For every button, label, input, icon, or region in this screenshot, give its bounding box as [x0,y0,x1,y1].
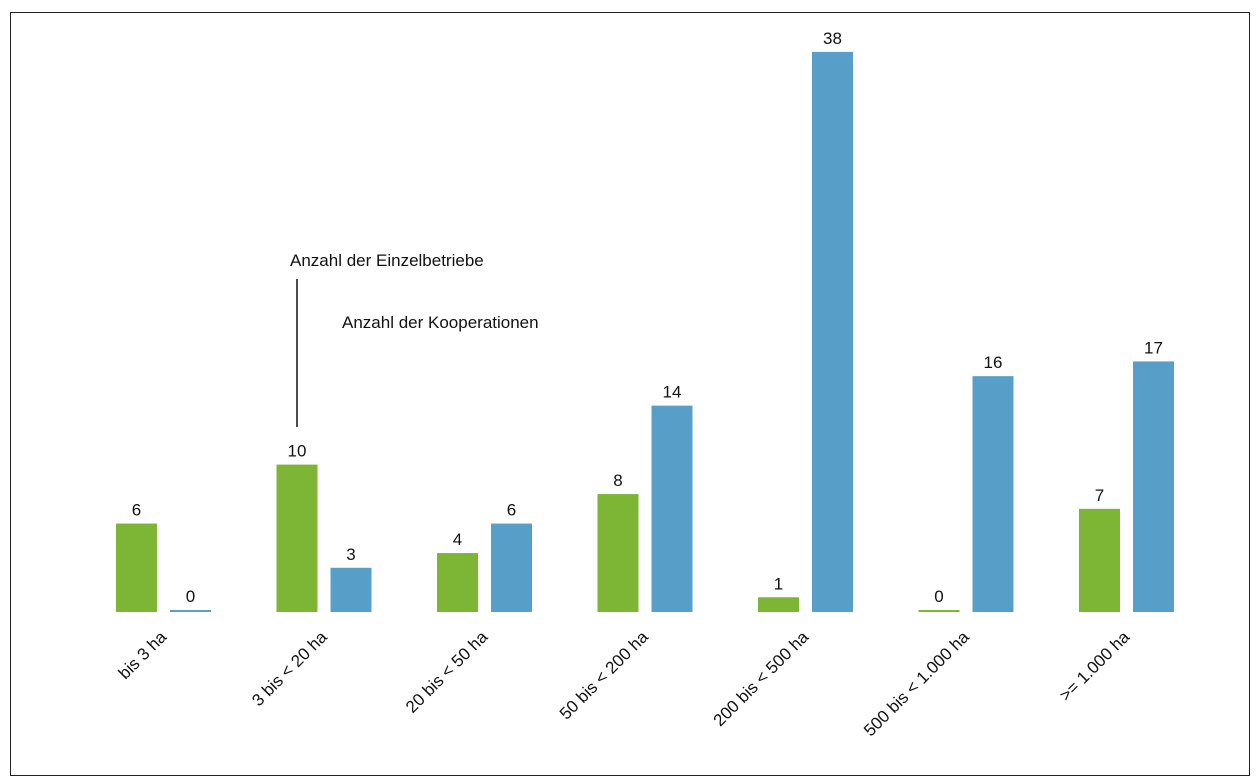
value-label-series2-cat1: 0 [186,587,195,606]
value-label-series2-cat2: 3 [346,545,355,564]
annotation-kooperationen: Anzahl der Kooperationen [342,313,539,332]
bar-series2-cat3 [491,523,532,612]
value-label-series2-cat4: 14 [663,383,682,402]
value-label-series2-cat7: 17 [1144,338,1163,357]
bar-series1-cat7 [1079,508,1120,612]
bar-series2-cat1 [170,610,211,612]
bar-series2-cat4 [651,405,693,612]
bars-group [116,51,1174,612]
value-label-series1-cat2: 10 [288,442,307,461]
value-label-series1-cat5: 1 [774,574,783,593]
category-label-6: 500 bis < 1.000 ha [860,627,973,740]
bar-series1-cat6 [918,610,960,612]
value-label-series1-cat3: 4 [453,530,462,549]
value-label-series1-cat4: 8 [613,471,622,490]
bar-series1-cat2 [276,464,318,612]
value-label-series2-cat3: 6 [507,501,516,520]
bar-series2-cat5 [812,51,853,612]
value-label-series1-cat7: 7 [1095,486,1104,505]
category-label-3: 20 bis < 50 ha [402,627,492,717]
category-labels-group: bis 3 ha 3 bis < 20 ha 20 bis < 50 ha 50 bi… [115,627,1134,740]
value-label-series1-cat6: 0 [934,587,943,606]
bar-series2-cat6 [972,376,1014,612]
value-label-series2-cat5: 38 [823,29,842,48]
bar-series1-cat3 [437,553,478,612]
category-label-7: >= 1.000 ha [1056,627,1134,705]
category-label-2: 3 bis < 20 ha [248,627,331,710]
bar-series2-cat7 [1133,361,1174,612]
category-label-4: 50 bis < 200 ha [556,627,652,723]
bar-series2-cat2 [330,567,372,612]
bar-series1-cat5 [758,597,799,612]
value-labels-group: 6 0 10 3 4 6 8 14 1 38 0 16 7 17 [132,29,1163,606]
category-label-5: 200 bis < 500 ha [710,627,813,730]
annotation-einzelbetriebe: Anzahl der Einzelbetriebe [290,251,484,270]
value-label-series2-cat6: 16 [984,353,1003,372]
bar-series1-cat1 [116,523,157,612]
bar-series1-cat4 [597,494,639,612]
chart-frame [10,12,1250,776]
category-label-1: bis 3 ha [115,627,171,683]
value-label-series1-cat1: 6 [132,501,141,520]
